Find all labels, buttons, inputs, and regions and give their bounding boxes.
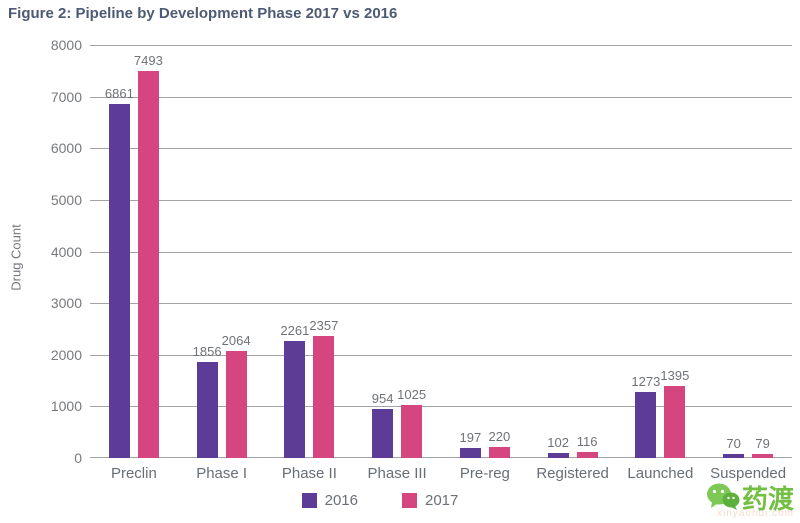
plot-area: 6861 7493 1856 2064 2261 2357 954 1025 197 220 102…	[90, 45, 792, 458]
data-label-2017-phase-i: 2064	[221, 333, 251, 349]
data-label-2017-pre-reg: 220	[488, 428, 511, 444]
data-label-2017-suspended: 79	[755, 435, 770, 451]
y-tick-1000: 1000	[50, 398, 82, 415]
bar-2016-phase-iii	[372, 408, 394, 458]
bar-2016-pre-reg	[459, 447, 481, 458]
gridline-5000	[90, 199, 792, 201]
gridline-8000	[90, 45, 792, 46]
x-tick-pre-reg: Pre-reg	[459, 465, 510, 482]
x-tick-launched: Launched	[627, 465, 694, 482]
y-axis-title: Drug Count	[8, 224, 24, 291]
bar-2016-preclin	[108, 103, 130, 458]
x-tick-phase-ii: Phase II	[281, 465, 337, 482]
y-tick-4000: 4000	[50, 243, 82, 260]
y-tick-6000: 6000	[50, 140, 82, 157]
bar-2017-suspended	[752, 453, 774, 458]
data-label-2016-phase-ii: 2261	[280, 323, 310, 339]
data-label-2016-registered: 102	[547, 434, 569, 450]
watermark-brand: 药渡	[741, 483, 794, 514]
figure-title: Figure 2: Pipeline by Development Phase …	[8, 5, 398, 22]
data-label-2017-preclin: 7493	[133, 53, 163, 69]
legend-swatch-2016	[301, 493, 317, 508]
bar-2017-phase-iii	[401, 405, 423, 458]
x-tick-suspended: Suspended	[710, 465, 787, 482]
data-label-2016-phase-i: 1856	[192, 344, 222, 360]
bar-2017-preclin	[137, 71, 159, 458]
gridline-4000	[90, 251, 792, 253]
y-tick-5000: 5000	[50, 191, 82, 208]
gridline-0	[90, 457, 792, 458]
gridline-6000	[90, 148, 792, 150]
bar-2017-registered	[576, 452, 598, 458]
data-label-2017-phase-iii: 1025	[397, 387, 427, 403]
gridline-2000	[90, 354, 792, 356]
data-label-2017-launched: 1395	[660, 367, 690, 383]
data-label-2016-preclin: 6861	[104, 85, 134, 101]
watermark-caption: xinyaohui.com	[717, 508, 794, 519]
data-label-2017-phase-ii: 2357	[309, 318, 339, 334]
legend-item-2017: 2017	[402, 492, 458, 509]
y-tick-8000: 8000	[50, 37, 82, 53]
legend: 2016 2017	[0, 492, 760, 509]
watermark: 药渡 xinyaohui.com	[674, 481, 794, 519]
data-label-2016-phase-iii: 954	[371, 390, 394, 406]
wechat-bubbles-icon	[706, 481, 740, 516]
data-label-2016-suspended: 70	[726, 436, 741, 452]
legend-label-2016: 2016	[324, 492, 358, 509]
y-tick-7000: 7000	[50, 88, 82, 105]
x-tick-preclin: Preclin	[110, 465, 157, 482]
x-tick-registered: Registered	[536, 465, 609, 482]
x-tick-phase-iii: Phase III	[367, 465, 427, 482]
bar-2017-phase-ii	[313, 336, 335, 458]
legend-item-2016: 2016	[301, 492, 358, 509]
data-label-2017-registered: 116	[576, 434, 598, 449]
bar-2017-pre-reg	[488, 446, 510, 458]
bar-2016-phase-ii	[284, 341, 306, 458]
bar-2016-suspended	[723, 454, 745, 458]
bar-2017-launched	[664, 385, 686, 458]
y-tick-3000: 3000	[50, 295, 82, 312]
data-label-2016-pre-reg: 197	[459, 429, 482, 445]
x-tick-phase-i: Phase I	[196, 465, 248, 482]
bar-2016-phase-i	[196, 362, 218, 458]
bar-2017-phase-i	[225, 351, 247, 458]
data-label-2016-launched: 1273	[631, 374, 661, 390]
gridline-3000	[90, 303, 792, 305]
bar-2016-registered	[547, 452, 569, 458]
y-tick-2000: 2000	[50, 346, 82, 363]
legend-swatch-2017	[402, 493, 417, 508]
gridline-7000	[90, 96, 792, 98]
y-tick-0: 0	[74, 450, 82, 466]
legend-label-2017: 2017	[425, 492, 459, 509]
gridline-1000	[90, 406, 792, 408]
bar-2016-launched	[635, 392, 657, 458]
